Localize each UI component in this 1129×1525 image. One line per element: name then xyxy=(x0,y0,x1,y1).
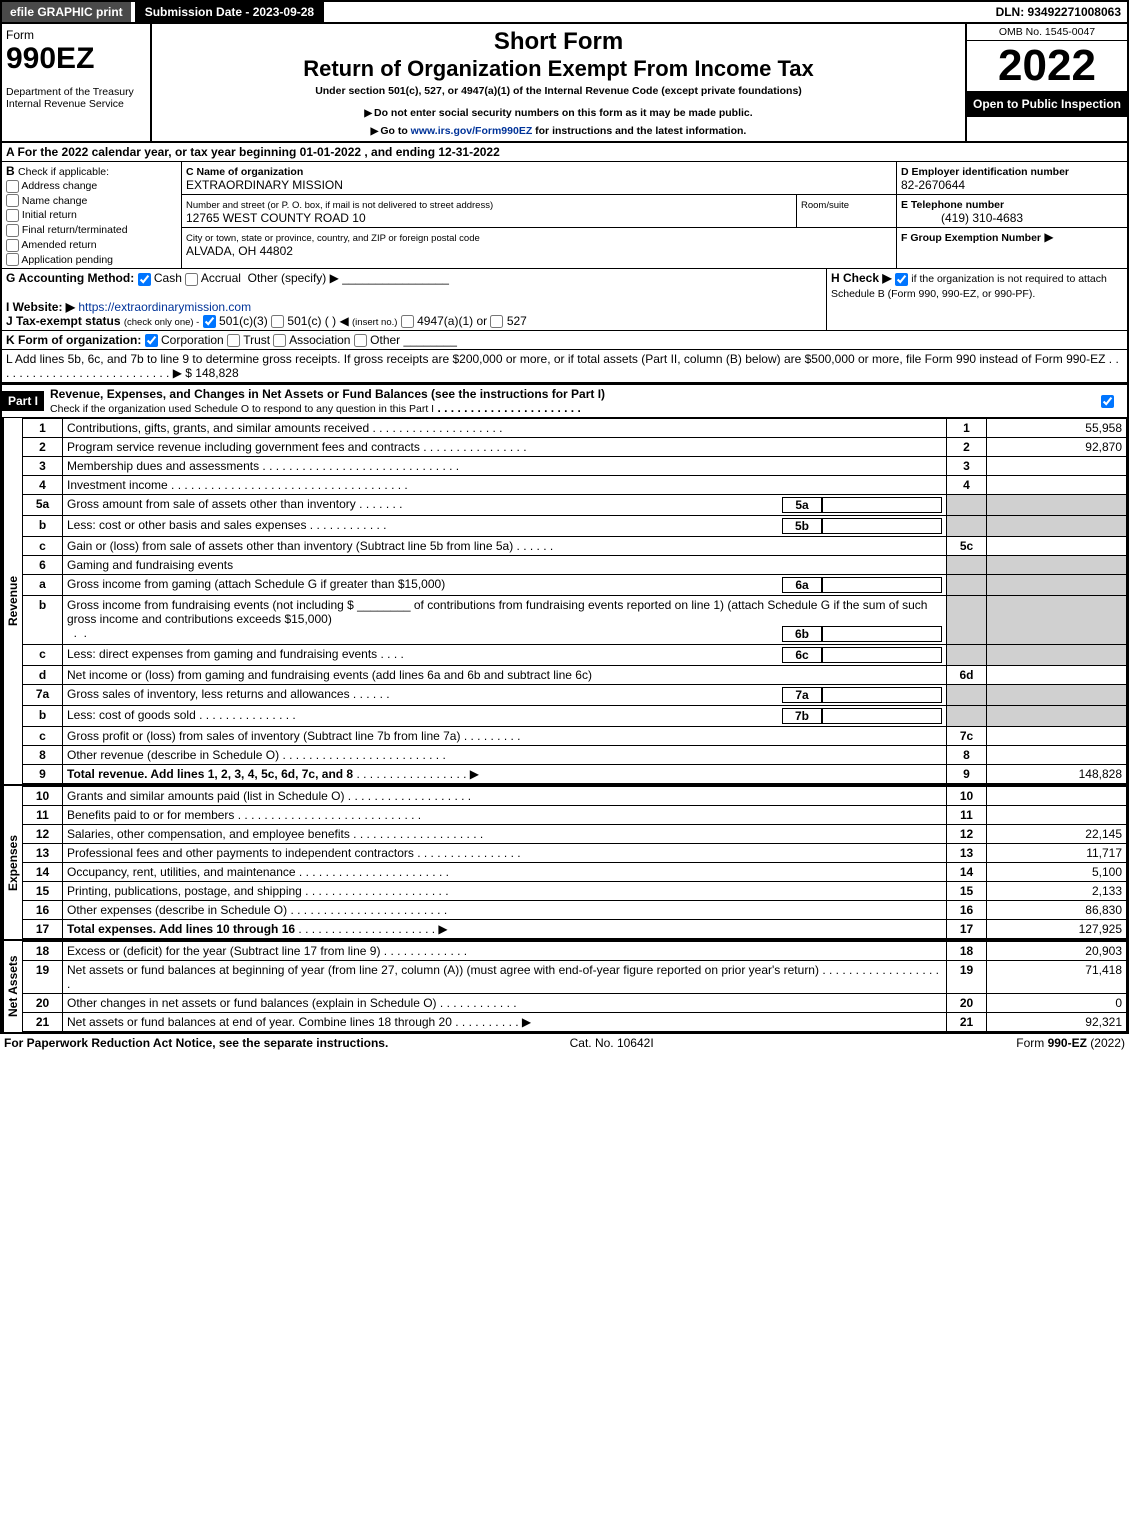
title-short-form: Short Form xyxy=(156,28,961,56)
opt-initial-return[interactable]: Initial return xyxy=(6,209,77,221)
j-sub: (check only one) - xyxy=(124,317,200,328)
k-assoc[interactable]: Association xyxy=(273,333,350,347)
tax-year: 2022 xyxy=(967,41,1127,91)
k-other[interactable]: Other xyxy=(354,333,400,347)
j-527[interactable]: 527 xyxy=(490,314,526,328)
accrual-checkbox[interactable]: Accrual xyxy=(185,271,241,285)
submission-date: Submission Date - 2023-09-28 xyxy=(135,2,324,22)
l-text: L Add lines 5b, 6c, and 7b to line 9 to … xyxy=(6,352,1105,366)
topbar: efile GRAPHIC print Submission Date - 20… xyxy=(2,2,1127,24)
footer: For Paperwork Reduction Act Notice, see … xyxy=(0,1034,1129,1052)
form-header: Form 990EZ Department of the Treasury In… xyxy=(2,24,1127,143)
c-label: C Name of organization xyxy=(186,166,303,178)
opt-final-return[interactable]: Final return/terminated xyxy=(6,224,128,236)
opt-name-change[interactable]: Name change xyxy=(6,195,87,207)
i-label: I Website: ▶ xyxy=(6,300,75,314)
h-checkbox[interactable] xyxy=(895,273,908,286)
phone: (419) 310-4683 xyxy=(901,211,1023,225)
g-label: G Accounting Method: xyxy=(6,271,134,285)
efile-button[interactable]: efile GRAPHIC print xyxy=(2,2,131,22)
form-label: Form xyxy=(6,28,146,42)
revenue-vlabel: Revenue xyxy=(2,418,22,784)
part1-check-note: Check if the organization used Schedule … xyxy=(50,403,434,415)
section-a: A For the 2022 calendar year, or tax yea… xyxy=(2,143,1127,162)
f-label: F Group Exemption Number xyxy=(901,232,1041,244)
irs: Internal Revenue Service xyxy=(6,98,146,110)
goto-note: Go to www.irs.gov/Form990EZ for instruct… xyxy=(156,125,961,137)
revenue-table: 1Contributions, gifts, grants, and simil… xyxy=(22,418,1127,784)
room-label: Room/suite xyxy=(801,200,849,211)
j-501c3[interactable]: 501(c)(3) xyxy=(203,314,268,328)
expenses-vlabel: Expenses xyxy=(2,786,22,939)
opt-amended-return[interactable]: Amended return xyxy=(6,239,97,251)
j-4947[interactable]: 4947(a)(1) or xyxy=(401,314,487,328)
ein: 82-2670644 xyxy=(901,178,965,192)
opt-address-change[interactable]: Address change xyxy=(6,180,97,192)
org-name: EXTRAORDINARY MISSION xyxy=(186,178,343,192)
j-501c[interactable]: 501(c) ( ) xyxy=(271,314,336,328)
other-specify: Other (specify) xyxy=(248,271,327,285)
d-label: D Employer identification number xyxy=(901,166,1069,178)
k-label: K Form of organization: xyxy=(6,333,141,347)
part1-title: Revenue, Expenses, and Changes in Net As… xyxy=(50,387,605,401)
street-address: 12765 WEST COUNTY ROAD 10 xyxy=(186,211,366,225)
k-trust[interactable]: Trust xyxy=(227,333,270,347)
form-number: 990EZ xyxy=(6,42,146,76)
irs-link[interactable]: www.irs.gov/Form990EZ xyxy=(411,125,533,137)
dept: Department of the Treasury xyxy=(6,86,146,98)
part1-label: Part I xyxy=(2,391,44,411)
e-label: E Telephone number xyxy=(901,199,1004,211)
section-gh: G Accounting Method: Cash Accrual Other … xyxy=(2,269,1127,331)
omb: OMB No. 1545-0047 xyxy=(967,24,1127,41)
footer-cat: Cat. No. 10642I xyxy=(570,1036,654,1050)
open-to-public: Open to Public Inspection xyxy=(967,91,1127,117)
section-b-label: B xyxy=(6,164,15,178)
part1-schedule-o-checkbox[interactable] xyxy=(1101,395,1114,408)
l-amount: $ 148,828 xyxy=(185,366,238,380)
city-state-zip: ALVADA, OH 44802 xyxy=(186,244,293,258)
footer-right: Form 990-EZ (2022) xyxy=(1016,1036,1125,1050)
check-if-applicable: Check if applicable: xyxy=(18,166,109,178)
title-return: Return of Organization Exempt From Incom… xyxy=(156,56,961,82)
footer-left: For Paperwork Reduction Act Notice, see … xyxy=(4,1036,388,1050)
opt-application-pending[interactable]: Application pending xyxy=(6,254,113,266)
subtitle: Under section 501(c), 527, or 4947(a)(1)… xyxy=(156,85,961,97)
addr-label: Number and street (or P. O. box, if mail… xyxy=(186,200,493,211)
ssn-note: Do not enter social security numbers on … xyxy=(156,107,961,119)
website-link[interactable]: https://extraordinarymission.com xyxy=(78,300,251,314)
k-corp[interactable]: Corporation xyxy=(145,333,224,347)
section-bcd: B Check if applicable: Address change Na… xyxy=(2,162,1127,269)
cash-checkbox[interactable]: Cash xyxy=(138,271,182,285)
expenses-table: 10Grants and similar amounts paid (list … xyxy=(22,786,1127,939)
city-label: City or town, state or province, country… xyxy=(186,233,480,244)
part1-header: Part I Revenue, Expenses, and Changes in… xyxy=(2,383,1127,418)
j-label: J Tax-exempt status xyxy=(6,314,121,328)
h-label: H Check ▶ xyxy=(831,271,892,285)
netassets-table: 18Excess or (deficit) for the year (Subt… xyxy=(22,941,1127,1032)
netassets-vlabel: Net Assets xyxy=(2,941,22,1032)
dln: DLN: 93492271008063 xyxy=(996,5,1127,19)
